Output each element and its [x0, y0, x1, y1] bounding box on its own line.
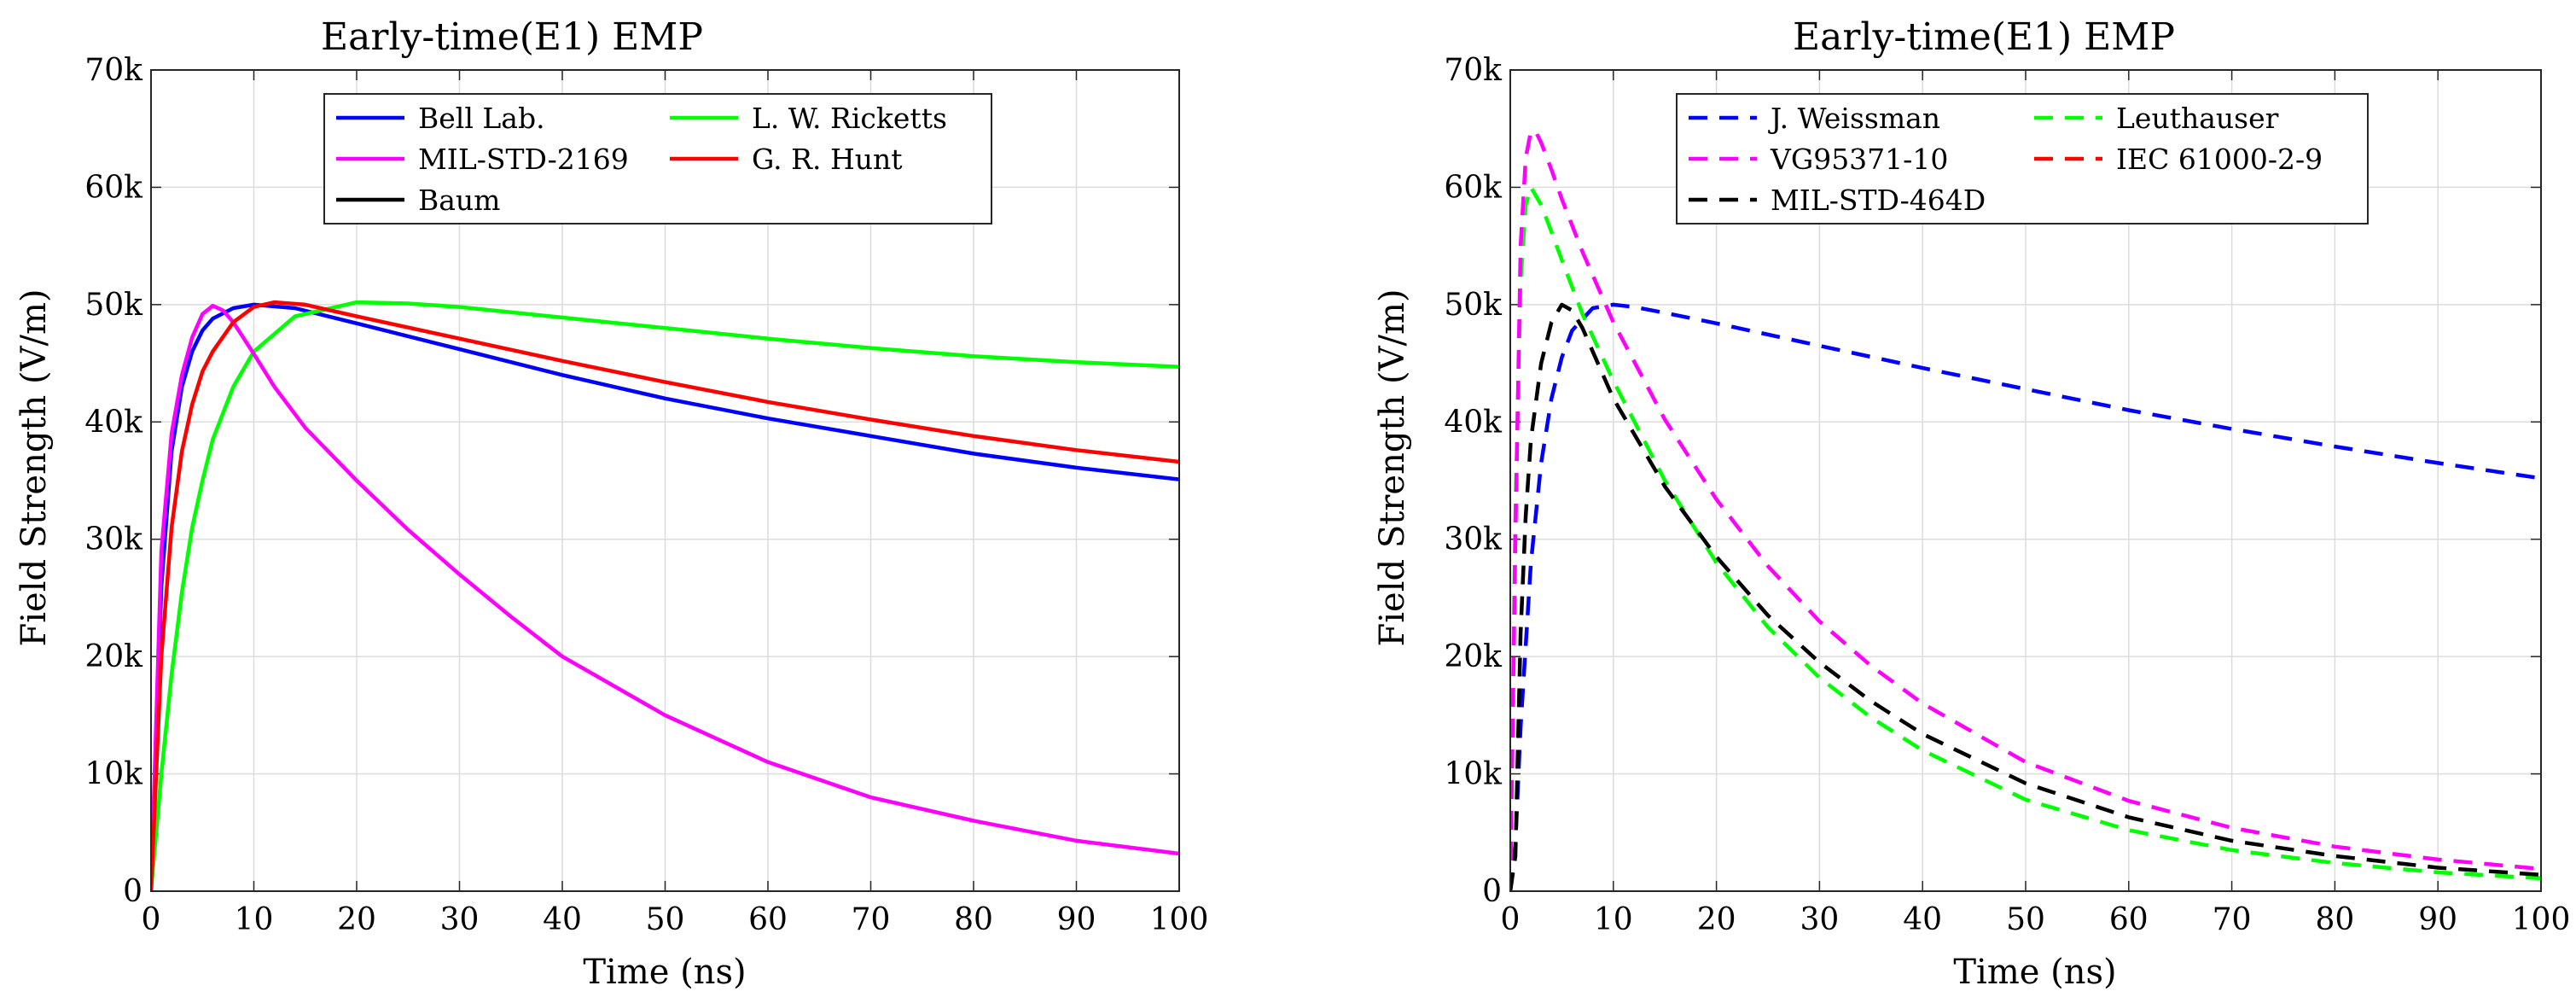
left-y-tick-label: 30k: [84, 522, 143, 557]
left-y-tick-label: 20k: [84, 639, 143, 674]
right-x-tick-label: 90: [2418, 902, 2457, 937]
right-axes-box: [1509, 69, 2542, 892]
left-x-tick-label: 30: [440, 902, 480, 937]
left-x-tick-label: 100: [1150, 902, 1209, 937]
left-chart-title: Early-time(E1) EMP: [321, 15, 703, 59]
right-legend-label-3: IEC 61000-2-9: [2116, 143, 2323, 176]
right-x-tick-label: 100: [2512, 902, 2571, 937]
left-legend-label-4: Baum: [418, 184, 500, 217]
left-y-tick-label: 0: [123, 874, 142, 909]
right-x-tick-label: 70: [2213, 902, 2252, 937]
left-legend-box: [323, 93, 992, 225]
right-legend-box: [1676, 93, 2369, 225]
right-y-tick-label: 0: [1482, 874, 1502, 909]
right-series-line-0: [1510, 302, 2541, 891]
left-x-axis-label: Time (ns): [583, 953, 746, 992]
right-series-group: [1510, 129, 2541, 891]
left-axes-box: [150, 69, 1180, 892]
right-legend-label-2: VG95371-10: [1770, 143, 1948, 176]
right-x-axis-label: Time (ns): [1953, 953, 2116, 992]
left-legend: Bell Lab. L. W. Ricketts MIL-STD-2169 G. R.…: [323, 93, 992, 225]
left-x-tick-label: 20: [337, 902, 376, 937]
left-x-tick-label: 10: [235, 902, 274, 937]
right-chart-panel: Early-time(E1) EMP Time (ns) Field Stren…: [1373, 15, 2570, 992]
right-y-tick-label: 50k: [1444, 288, 1503, 323]
left-x-tick-label: 90: [1057, 902, 1096, 937]
right-x-tick-label: 80: [2315, 902, 2354, 937]
left-chart-panel: Early-time(E1) EMP Time (ns) Field Stren…: [15, 15, 1208, 992]
right-legend-label-4: MIL-STD-464D: [1771, 184, 1986, 217]
left-legend-label-2: MIL-STD-2169: [418, 143, 629, 176]
right-x-tick-label: 30: [1800, 902, 1839, 937]
right-y-tick-label: 30k: [1444, 522, 1503, 557]
right-y-tick-label: 40k: [1444, 405, 1503, 440]
left-series-line-3: [151, 300, 1179, 891]
left-y-tick-label: 70k: [84, 53, 143, 88]
right-y-tick-label: 20k: [1444, 639, 1503, 674]
left-series-line-0: [151, 302, 1179, 891]
left-y-tick-label: 40k: [84, 405, 143, 440]
left-x-tick-label: 70: [852, 902, 891, 937]
left-x-tick-label: 40: [543, 902, 582, 937]
left-y-tick-label: 50k: [84, 288, 143, 323]
right-x-tick-label: 10: [1594, 902, 1633, 937]
right-y-tick-label: 70k: [1444, 53, 1503, 88]
right-legend: J. Weissman Leuthauser VG95371-10 IEC 61000…: [1676, 93, 2369, 225]
left-series-group: [151, 300, 1179, 891]
right-legend-label-0: J. Weissman: [1768, 102, 1940, 135]
right-x-tick-label: 50: [2006, 902, 2045, 937]
right-legend-label-1: Leuthauser: [2116, 102, 2279, 135]
left-legend-label-1: L. W. Ricketts: [752, 102, 947, 135]
right-series-line-2: [1510, 129, 2541, 891]
left-series-line-2: [151, 303, 1179, 891]
right-series-line-4: [1510, 302, 2541, 891]
right-x-tick-label: 20: [1697, 902, 1736, 937]
left-x-tick-label: 50: [646, 902, 685, 937]
left-y-tick-label: 10k: [84, 757, 143, 792]
right-chart-title: Early-time(E1) EMP: [1793, 15, 2175, 59]
right-y-tick-label: 10k: [1444, 757, 1503, 792]
left-x-tick-label: 80: [954, 902, 993, 937]
left-legend-label-3: G. R. Hunt: [752, 143, 903, 176]
right-x-tick-label: 60: [2109, 902, 2149, 937]
right-x-tick-label: 0: [1501, 902, 1521, 937]
right-y-tick-label: 60k: [1444, 170, 1503, 205]
right-x-tick-label: 40: [1903, 902, 1942, 937]
right-y-axis-label: Field Strength (V/m): [1373, 289, 1412, 646]
left-legend-label-0: Bell Lab.: [418, 102, 545, 135]
left-x-tick-label: 0: [142, 902, 161, 937]
left-x-tick-label: 60: [748, 902, 788, 937]
left-y-tick-label: 60k: [84, 170, 143, 205]
left-y-axis-label: Field Strength (V/m): [15, 289, 54, 646]
